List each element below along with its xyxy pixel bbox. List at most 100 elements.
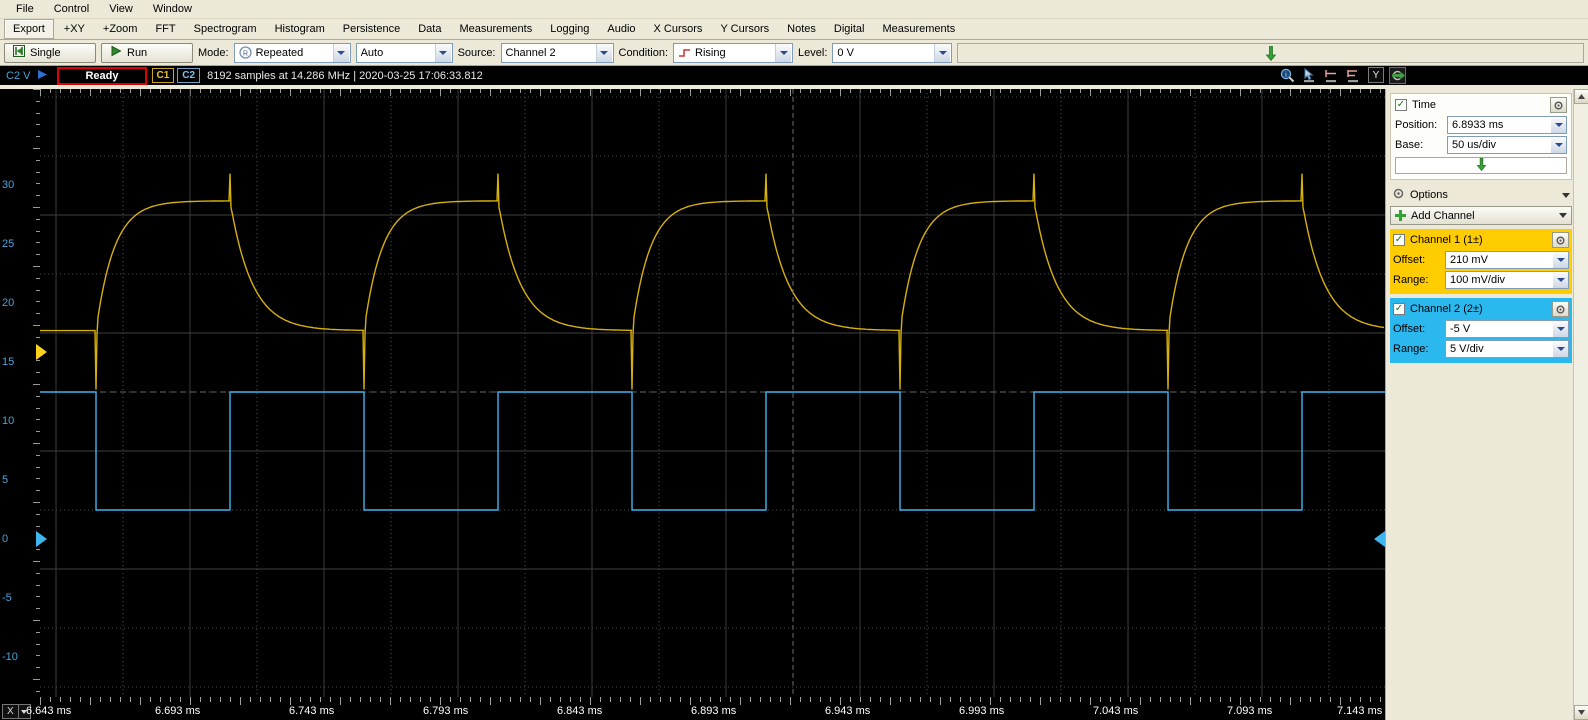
- oscilloscope-plot-area[interactable]: 30 25 20 15 10 5 0 -5 -10 -15 -20: [0, 89, 1385, 720]
- time-base-select[interactable]: 50 us/div: [1447, 136, 1567, 154]
- channel-2-settings-gear-icon[interactable]: [1552, 301, 1569, 317]
- channel-chip-c1[interactable]: C1: [151, 68, 175, 83]
- tab-digital[interactable]: Digital: [833, 23, 865, 35]
- time-position-select[interactable]: 6.8933 ms: [1447, 116, 1567, 134]
- run-label: Run: [127, 46, 148, 59]
- tab-xy[interactable]: +XY: [63, 23, 85, 35]
- tab-measurements-2[interactable]: Measurements: [882, 23, 956, 35]
- trigger-auto-select[interactable]: Auto: [355, 42, 453, 63]
- chevron-down-icon[interactable]: [434, 43, 451, 62]
- level-label: Level:: [798, 46, 828, 59]
- x-tick-label: 6.893 ms: [691, 705, 737, 717]
- ch2-offset-marker-right[interactable]: [1374, 531, 1385, 547]
- tab-histogram[interactable]: Histogram: [274, 23, 325, 35]
- channel-1-title: Channel 1 (1±): [1410, 234, 1483, 246]
- tab-spectrogram[interactable]: Spectrogram: [193, 23, 257, 35]
- trigger-level-slider[interactable]: [957, 42, 1584, 63]
- measure-left-icon[interactable]: [1323, 67, 1340, 84]
- channel-1-enable-checkbox[interactable]: ✓: [1393, 234, 1405, 246]
- chevron-down-icon[interactable]: [1553, 341, 1568, 357]
- y-axis: 30 25 20 15 10 5 0 -5 -10 -15 -20: [0, 89, 40, 720]
- run-button[interactable]: Run: [101, 42, 193, 63]
- channel-1-range-select[interactable]: 100 mV/div: [1445, 271, 1569, 289]
- menu-item-control[interactable]: Control: [53, 3, 90, 15]
- x-tick-label: 6.793 ms: [423, 705, 469, 717]
- x-tick-label: 6.643 ms: [26, 705, 72, 717]
- chevron-down-icon[interactable]: [1553, 321, 1568, 337]
- single-icon: [13, 45, 25, 60]
- measure-right-icon[interactable]: [1345, 67, 1362, 84]
- chevron-down-icon[interactable]: [1559, 213, 1567, 218]
- tab-zoom[interactable]: +Zoom: [102, 23, 138, 35]
- ch2-offset-marker[interactable]: [36, 531, 47, 547]
- time-panel-header: ✓ Time: [1395, 97, 1567, 113]
- tab-x-cursors[interactable]: X Cursors: [653, 23, 703, 35]
- chevron-down-icon[interactable]: [332, 43, 349, 62]
- channel-2-enable-checkbox[interactable]: ✓: [1393, 303, 1405, 315]
- channel-1-offset-select[interactable]: 210 mV: [1445, 251, 1569, 269]
- x-tick-label: 6.743 ms: [289, 705, 335, 717]
- channel-1-range-row: Range: 100 mV/div: [1393, 271, 1569, 289]
- scroll-up-arrow-icon[interactable]: [1574, 89, 1588, 104]
- chevron-down-icon[interactable]: [1553, 252, 1568, 268]
- chevron-down-icon[interactable]: [1551, 137, 1566, 153]
- add-channel-button[interactable]: Add Channel: [1390, 206, 1572, 225]
- y-tick-label: 20: [2, 297, 15, 309]
- tab-measurements[interactable]: Measurements: [459, 23, 533, 35]
- y-tick-label: 15: [2, 356, 15, 368]
- chevron-down-icon[interactable]: [17, 705, 30, 718]
- channel-2-trace: [40, 391, 1385, 511]
- trigger-condition-select[interactable]: Rising: [673, 42, 794, 63]
- tab-audio[interactable]: Audio: [607, 23, 636, 35]
- x-tick-label: 6.943 ms: [825, 705, 871, 717]
- x-tick-label: 7.143 ms: [1337, 705, 1383, 717]
- channel-1-range-value: 100 mV/div: [1450, 274, 1506, 286]
- x-tick-label: 7.093 ms: [1227, 705, 1273, 717]
- chevron-down-icon[interactable]: [1553, 272, 1568, 288]
- trigger-level-select[interactable]: 0 V: [832, 42, 953, 63]
- channel-2-range-row: Range: 5 V/div: [1393, 340, 1569, 358]
- zoom-info-icon[interactable]: i: [1279, 67, 1296, 84]
- chevron-down-icon[interactable]: [775, 43, 792, 62]
- trigger-source-select[interactable]: Channel 2: [500, 42, 614, 63]
- channel-2-offset-select[interactable]: -5 V: [1445, 320, 1569, 338]
- tab-logging[interactable]: Logging: [550, 23, 590, 35]
- tab-fft[interactable]: FFT: [155, 23, 176, 35]
- panel-collapse-arrow-icon[interactable]: [1391, 70, 1406, 84]
- time-enable-checkbox[interactable]: ✓: [1395, 99, 1407, 111]
- time-settings-gear-icon[interactable]: [1550, 97, 1567, 113]
- menu-item-file[interactable]: File: [16, 3, 34, 15]
- tab-persistence[interactable]: Persistence: [342, 23, 401, 35]
- tab-export[interactable]: Export: [4, 19, 54, 39]
- trigger-source-value: Channel 2: [505, 46, 556, 59]
- x-axis-menu-button[interactable]: X: [2, 704, 31, 719]
- menu-item-window[interactable]: Window: [152, 3, 192, 15]
- options-row[interactable]: Options: [1390, 184, 1572, 206]
- tab-notes[interactable]: Notes: [787, 23, 816, 35]
- sidebar-scrollbar[interactable]: [1573, 89, 1588, 720]
- status-icon-group: i: [1279, 66, 1406, 85]
- y-axis-ruler: [33, 89, 40, 697]
- time-trigger-position-slider[interactable]: [1395, 157, 1567, 174]
- single-button[interactable]: Single: [4, 42, 96, 63]
- tab-data[interactable]: Data: [418, 23, 442, 35]
- cursor-select-icon[interactable]: [1301, 67, 1318, 84]
- chevron-down-icon[interactable]: [1551, 117, 1566, 133]
- channel-2-title: Channel 2 (2±): [1410, 303, 1483, 315]
- channel-1-range-label: Range:: [1393, 274, 1429, 286]
- channel-1-settings-gear-icon[interactable]: [1552, 232, 1569, 248]
- chevron-down-icon[interactable]: [595, 43, 612, 62]
- channel-2-range-select[interactable]: 5 V/div: [1445, 340, 1569, 358]
- waveform-canvas[interactable]: [40, 89, 1385, 697]
- chevron-down-icon[interactable]: [934, 43, 951, 62]
- scroll-down-arrow-icon[interactable]: [1574, 705, 1588, 720]
- trigger-mode-select[interactable]: R Repeated: [233, 42, 351, 63]
- repeat-icon: R: [238, 46, 252, 59]
- ch1-offset-marker[interactable]: [36, 344, 47, 360]
- chevron-down-icon[interactable]: [1562, 192, 1570, 198]
- menu-item-view[interactable]: View: [109, 3, 133, 15]
- channel-chip-c2[interactable]: C2: [177, 68, 201, 83]
- settings-sidebar: ✓ Time Position: 6.8933 ms Base:: [1385, 89, 1588, 720]
- y-axis-toggle-button[interactable]: Y: [1368, 67, 1384, 83]
- tab-y-cursors[interactable]: Y Cursors: [720, 23, 770, 35]
